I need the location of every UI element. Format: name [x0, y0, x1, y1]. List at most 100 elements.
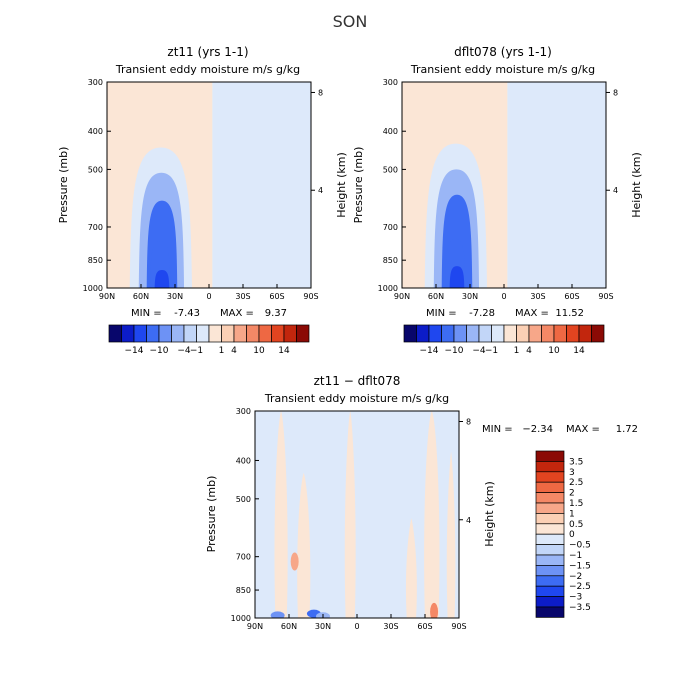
colorbar-swatch	[196, 324, 210, 343]
colorbar-label: −3.5	[569, 603, 591, 613]
y-axis-label: Pressure (mb)	[57, 147, 70, 224]
colorbar-label: 0	[569, 530, 575, 540]
colorbar-label: 0.5	[569, 520, 583, 530]
min-label: MIN =	[426, 308, 457, 319]
x-tick-label: 30N	[315, 622, 331, 631]
max-label: MAX =	[566, 424, 600, 435]
y-tick-label: 700	[88, 223, 103, 232]
field-negative-background	[212, 82, 311, 288]
y-tick-label: 700	[383, 223, 398, 232]
plot-area: 90N 60N 30N 0 30S 60S 90S 300 400 500 700 850 1000 8 4	[378, 78, 618, 301]
colorbar-swatch	[535, 450, 565, 462]
colorbar-swatch	[208, 324, 222, 343]
y-tick-label: 1000	[83, 284, 103, 293]
colorbar-swatch	[535, 585, 565, 597]
colorbar-label: −0.5	[569, 541, 591, 551]
colorbar-swatch	[535, 492, 565, 504]
colorbar-swatch	[535, 596, 565, 608]
y2-axis-label: Height (km)	[630, 152, 643, 218]
x-tick-label: 30N	[462, 292, 478, 301]
x-tick-label: 60S	[564, 292, 579, 301]
colorbar-swatch	[591, 324, 605, 343]
colorbar-swatch	[478, 324, 492, 343]
colorbar-label: −4	[472, 346, 486, 356]
colorbar-swatch	[535, 544, 565, 556]
y2-axis-label: Height (km)	[483, 481, 496, 547]
panel-title: zt11 − dflt078	[314, 374, 401, 388]
colorbar-label: 1.5	[569, 499, 583, 509]
panel-title: zt11 (yrs 1-1)	[167, 45, 248, 59]
colorbar: −14 −10 −4 −1 1 4 10 14	[108, 324, 310, 356]
colorbar-swatch	[258, 324, 272, 343]
y2-tick-label: 8	[466, 418, 471, 427]
colorbar-label: −10	[150, 346, 169, 356]
colorbar-swatch	[503, 324, 517, 343]
colorbar-swatch	[491, 324, 505, 343]
contour-band	[449, 266, 465, 288]
colorbar-swatch	[441, 324, 455, 343]
contour-band-positive	[424, 411, 440, 618]
colorbar: −14 −10 −4 −1 1 4 10 14	[403, 324, 605, 356]
figure-title: SON	[333, 12, 368, 31]
colorbar-swatch	[246, 324, 260, 343]
colorbar-swatch	[535, 523, 565, 535]
y-tick-label: 850	[236, 586, 251, 595]
colorbar-swatch	[133, 324, 147, 343]
max-value: 1.72	[616, 424, 638, 435]
colorbar-swatch	[283, 324, 297, 343]
colorbar-swatch	[535, 461, 565, 473]
x-tick-label: 90N	[247, 622, 263, 631]
colorbar-swatch	[221, 324, 235, 343]
x-tick-label: 90S	[451, 622, 466, 631]
colorbar-label: −1	[485, 346, 498, 356]
colorbar-swatch	[403, 324, 417, 343]
y2-axis-label: Height (km)	[335, 152, 348, 218]
y2-tick-label: 8	[613, 88, 618, 97]
panel-title: dflt078 (yrs 1-1)	[454, 45, 552, 59]
contour-spot-positive	[290, 552, 299, 571]
colorbar-label: 2.5	[569, 478, 583, 488]
x-tick-label: 0	[206, 292, 211, 301]
colorbar-swatch	[578, 324, 592, 343]
x-tick-label: 30S	[530, 292, 545, 301]
colorbar-swatch	[516, 324, 530, 343]
x-tick-label: 30S	[235, 292, 250, 301]
colorbar-label: 3	[569, 468, 575, 478]
contour-band-positive	[405, 518, 417, 618]
colorbar-label: −14	[420, 346, 439, 356]
panel-subtitle: Transient eddy moisture m/s g/kg	[264, 392, 449, 405]
colorbar-swatch	[566, 324, 580, 343]
panel-difference: zt11 − dflt078 Transient eddy moisture m…	[205, 374, 638, 631]
colorbar-swatch	[121, 324, 135, 343]
min-label: MIN =	[131, 308, 162, 319]
colorbar-swatch	[171, 324, 185, 343]
x-tick-label: 30N	[167, 292, 183, 301]
y-tick-label: 300	[236, 407, 251, 416]
colorbar-swatch	[535, 554, 565, 566]
colorbar-label: 1	[569, 509, 575, 519]
plot-area: 90N 60N 30N 0 30S 60S 90S 300 400 500 700 850 1000 8 4	[231, 407, 471, 631]
colorbar-label: −2	[569, 572, 582, 582]
panel-subtitle: Transient eddy moisture m/s g/kg	[410, 63, 595, 76]
colorbar-label: −3	[569, 593, 582, 603]
colorbar-label: 10	[548, 346, 560, 356]
colorbar-label: −10	[445, 346, 464, 356]
colorbar-swatch	[535, 575, 565, 587]
colorbar-label: −4	[177, 346, 191, 356]
colorbar-label: −1	[569, 551, 582, 561]
min-value: −2.34	[522, 424, 553, 435]
colorbar-swatch	[535, 481, 565, 493]
y-tick-label: 400	[383, 127, 398, 136]
y-tick-label: 850	[383, 256, 398, 265]
colorbar-label: 1	[219, 346, 225, 356]
contour-spot-negative	[270, 611, 285, 618]
colorbar-swatch	[541, 324, 555, 343]
max-value: 9.37	[265, 308, 287, 319]
min-value: -7.43	[174, 308, 200, 319]
x-tick-label: 0	[354, 622, 359, 631]
colorbar-swatch	[528, 324, 542, 343]
colorbar-label: 14	[278, 346, 290, 356]
y-tick-label: 1000	[378, 284, 398, 293]
colorbar-swatch	[296, 324, 310, 343]
colorbar-swatch	[535, 533, 565, 545]
